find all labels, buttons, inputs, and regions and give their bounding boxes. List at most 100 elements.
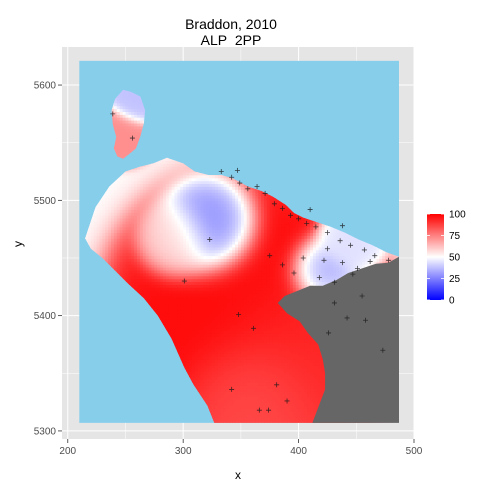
heat-cell <box>174 261 178 265</box>
heat-cell <box>160 235 164 239</box>
heat-cell <box>191 290 196 294</box>
heat-cell <box>145 278 149 282</box>
heat-cell <box>163 270 167 274</box>
heat-cell <box>108 186 112 190</box>
heat-cell <box>168 281 173 285</box>
heat-cell <box>113 186 118 190</box>
heat-cell <box>90 229 95 233</box>
heat-cell <box>119 267 123 271</box>
heat-cell <box>134 128 138 133</box>
heat-cell <box>189 224 193 228</box>
heat-cell <box>168 160 173 164</box>
heat-cell <box>183 238 187 242</box>
heat-cell <box>171 270 175 274</box>
heat-cell <box>154 203 158 208</box>
heat-cell <box>139 102 144 107</box>
heat-cell <box>157 264 161 268</box>
heat-cell <box>163 195 167 199</box>
heat-cell <box>99 226 103 231</box>
heat-cell <box>137 117 141 121</box>
heat-cell <box>113 249 118 254</box>
heat-cell <box>125 255 129 259</box>
heat-cell <box>189 319 193 323</box>
heat-cell <box>142 252 147 257</box>
heat-cell <box>154 180 158 184</box>
heat-cell <box>180 296 184 300</box>
heat-cell <box>134 108 138 112</box>
heat-cell <box>116 149 121 153</box>
heat-cell <box>183 275 187 280</box>
heat-cell <box>119 183 123 187</box>
heat-cell <box>125 97 129 101</box>
heat-cell <box>131 172 135 176</box>
heat-cell <box>191 339 196 343</box>
heat-cell <box>163 226 167 231</box>
heat-cell <box>142 218 147 222</box>
heat-cell <box>160 200 164 205</box>
heat-cell <box>177 350 181 355</box>
heat-cell <box>177 333 181 337</box>
heat-cell <box>168 270 173 274</box>
heat-cell <box>113 209 118 213</box>
heat-cell <box>171 186 175 190</box>
heat-cell <box>93 218 97 222</box>
heat-cell <box>180 298 184 303</box>
heat-cell <box>160 296 164 300</box>
heat-cell <box>160 229 164 233</box>
heat-cell <box>154 298 158 303</box>
heat-cell <box>186 284 190 288</box>
heat-cell <box>154 258 158 262</box>
heat-cell <box>99 235 103 239</box>
heat-cell <box>151 226 155 231</box>
heat-cell <box>174 287 178 291</box>
heat-cell <box>134 100 138 104</box>
heat-cell <box>108 198 112 202</box>
heat-cell <box>137 212 141 216</box>
heat-cell <box>163 310 167 314</box>
heat-cell <box>131 140 135 144</box>
heat-cell <box>151 183 155 187</box>
heat-cell <box>189 195 193 199</box>
heat-cell <box>151 307 155 311</box>
heat-cell <box>157 287 161 291</box>
heat-cell <box>154 163 158 167</box>
heat-cell <box>116 108 121 112</box>
heat-cell <box>137 241 141 245</box>
heat-cell <box>183 163 187 167</box>
heat-cell <box>122 249 126 254</box>
heat-cell <box>105 229 109 233</box>
heat-cell <box>174 195 178 199</box>
heat-cell <box>111 221 115 225</box>
heat-cell <box>128 137 132 141</box>
heat-cell <box>108 200 112 205</box>
heat-cell <box>157 226 161 231</box>
heat-cell <box>180 356 184 360</box>
heat-cell <box>177 172 181 176</box>
heat-cell <box>171 301 175 306</box>
heat-cell <box>189 172 193 176</box>
heat-cell <box>157 281 161 285</box>
heat-cell <box>145 270 149 274</box>
chart-subtitle: ALP_2PP <box>201 32 262 48</box>
heat-cell <box>154 235 158 239</box>
heat-cell <box>119 111 123 115</box>
heat-cell <box>122 232 126 236</box>
heat-cell <box>186 290 190 294</box>
heat-cell <box>128 235 132 239</box>
heat-cell <box>122 137 126 141</box>
heat-cell <box>168 157 173 161</box>
heat-cell <box>189 238 193 242</box>
heat-cell <box>139 241 144 245</box>
heat-cell <box>157 224 161 228</box>
heat-cell <box>142 200 147 205</box>
heat-cell <box>189 307 193 311</box>
heat-cell <box>148 249 152 254</box>
heat-cell <box>122 97 126 101</box>
heat-cell <box>163 169 167 173</box>
heat-cell <box>128 140 132 144</box>
heat-cell <box>139 273 144 277</box>
heat-cell <box>171 232 175 236</box>
heat-cell <box>128 244 132 248</box>
heat-cell <box>180 290 184 294</box>
heat-cell <box>191 284 196 288</box>
